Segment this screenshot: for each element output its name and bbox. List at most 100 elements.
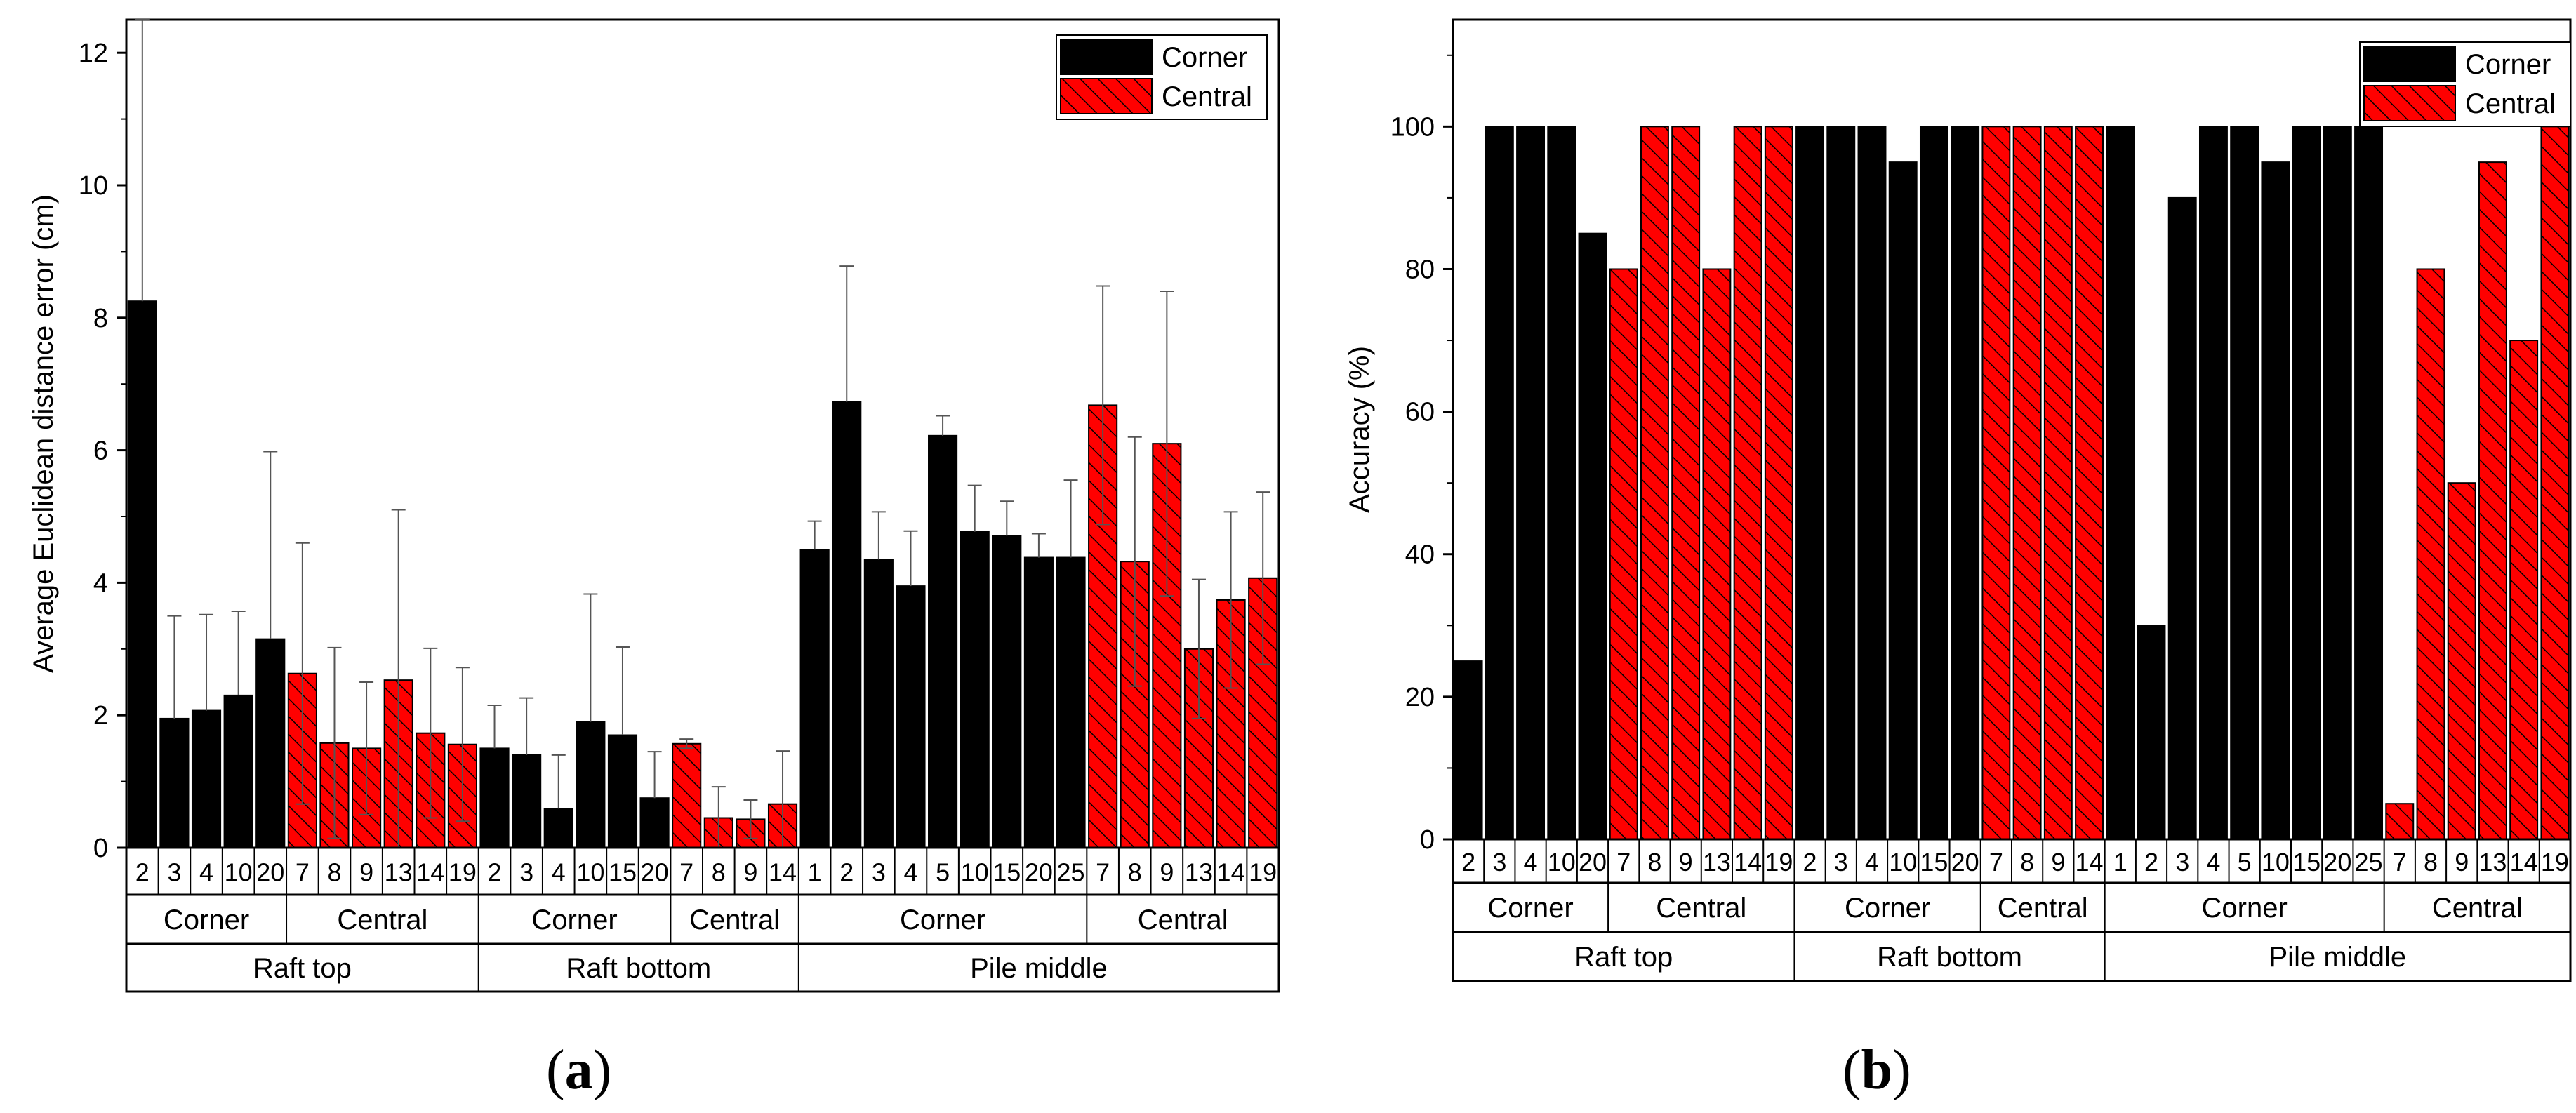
error-bar-a-central-7: [295, 542, 310, 805]
bar-b-pile-middle-central-19: [2540, 126, 2570, 840]
bar-b-pile-middle-corner-10: [2261, 161, 2290, 840]
legend-a: Corner Central: [1056, 34, 1268, 120]
bar-b-raft-bottom-corner-20: [1951, 126, 1980, 840]
x-tick-label-b-2: 2: [1803, 848, 1817, 877]
x-tick-label-a-25: 25: [1057, 858, 1085, 887]
x-tick-label-b-7: 7: [1616, 848, 1631, 877]
x-tick-label-b-13: 13: [1703, 848, 1731, 877]
bar-a-pile-middle-corner-1: [799, 549, 830, 848]
error-bar-a-corner-3: [519, 697, 534, 755]
bar-a-raft-top-corner-10: [223, 694, 253, 848]
panel-label-b-letter: b: [1861, 1039, 1893, 1101]
bar-a-raft-bottom-corner-10: [576, 721, 606, 849]
y-tick-label-a: 8: [93, 304, 108, 333]
y-tick-label-b: 20: [1405, 683, 1435, 712]
y-tick-label-b: 0: [1420, 825, 1435, 855]
group-label-a-corner: Corner: [900, 905, 985, 935]
x-tick-label-a-3: 3: [519, 858, 533, 887]
x-tick-label-a-3: 3: [872, 858, 886, 887]
error-bar-a-corner-20: [1031, 533, 1046, 558]
x-tick-label-a-14: 14: [1217, 858, 1245, 887]
x-tick-label-a-14: 14: [769, 858, 797, 887]
x-tick-label-b-20: 20: [1951, 848, 1979, 877]
error-bar-a-corner-25: [1063, 479, 1078, 558]
bar-a-raft-top-corner-2: [127, 300, 157, 848]
x-tick-label-b-8: 8: [1647, 848, 1661, 877]
error-bar-a-corner-20: [647, 751, 662, 799]
y-tick-label-b: 100: [1390, 112, 1435, 142]
bar-b-raft-bottom-central-8: [2012, 126, 2042, 840]
bar-b-raft-top-corner-2: [1454, 660, 1483, 841]
bar-a-pile-middle-corner-3: [863, 559, 894, 848]
error-bar-a-corner-10: [967, 484, 982, 532]
error-bar-a-corner-2: [135, 19, 150, 302]
x-tick-label-b-9: 9: [2455, 848, 2469, 877]
bar-a-raft-top-corner-3: [159, 717, 190, 848]
group-label-a-central: Central: [689, 905, 780, 935]
group-label-b-central: Central: [1656, 893, 1746, 924]
bar-b-raft-top-central-7: [1609, 268, 1638, 840]
bar-a-raft-bottom-corner-20: [639, 797, 670, 848]
bar-b-raft-top-central-14: [1733, 126, 1762, 840]
error-bar-a-corner-4: [903, 530, 918, 587]
x-tick-label-b-15: 15: [1920, 848, 1948, 877]
x-tick-label-a-19: 19: [449, 858, 477, 887]
location-label-a-raft-top: Raft top: [253, 953, 352, 984]
x-tick-label-a-10: 10: [961, 858, 989, 887]
x-tick-label-a-4: 4: [552, 858, 566, 887]
bar-b-pile-middle-corner-3: [2167, 196, 2197, 841]
bar-a-raft-bottom-corner-3: [512, 754, 542, 848]
x-tick-label-b-2: 2: [1461, 848, 1475, 877]
error-bar-a-central-14: [423, 647, 438, 819]
x-tick-label-b-3: 3: [1834, 848, 1848, 877]
bar-b-pile-middle-corner-4: [2198, 126, 2228, 840]
panel-label-b: (b): [1843, 1039, 1911, 1101]
bar-b-raft-top-corner-4: [1516, 126, 1546, 840]
x-tick-label-b-20: 20: [2323, 848, 2351, 877]
x-tick-label-b-4: 4: [1865, 848, 1879, 877]
x-tick-label-a-2: 2: [135, 858, 150, 887]
x-tick-label-a-9: 9: [743, 858, 757, 887]
location-label-a-raft-bottom: Raft bottom: [566, 953, 711, 984]
legend-swatch-central: [2363, 85, 2456, 121]
bar-b-pile-middle-central-14: [2509, 340, 2539, 841]
legend-swatch-central: [1060, 78, 1153, 114]
bar-b-pile-middle-central-8: [2416, 268, 2445, 840]
bar-b-pile-middle-corner-20: [2323, 126, 2352, 840]
legend-swatch-corner: [1060, 39, 1153, 75]
bar-b-pile-middle-corner-25: [2354, 126, 2384, 840]
error-bar-a-corner-20: [263, 451, 278, 639]
legend-label-central: Central: [2465, 88, 2556, 119]
x-tick-label-a-10: 10: [225, 858, 253, 887]
bar-b-raft-bottom-central-14: [2075, 126, 2104, 840]
panel-label-a-letter: a: [564, 1039, 593, 1101]
bar-b-pile-middle-corner-2: [2137, 625, 2166, 840]
x-tick-label-a-10: 10: [576, 858, 604, 887]
error-bar-a-central-9: [1160, 291, 1174, 597]
plot-frame-a: [125, 18, 1280, 993]
error-bar-a-corner-15: [615, 646, 630, 735]
x-tick-label-a-2: 2: [839, 858, 854, 887]
x-tick-label-a-13: 13: [1185, 858, 1213, 887]
x-tick-label-a-1: 1: [808, 858, 822, 887]
x-tick-label-b-9: 9: [2051, 848, 2065, 877]
x-tick-label-b-7: 7: [2393, 848, 2407, 877]
bar-a-pile-middle-corner-5: [928, 434, 958, 848]
bar-a-pile-middle-corner-25: [1056, 556, 1086, 848]
y-tick-label-a: 10: [79, 171, 108, 201]
x-tick-label-b-2: 2: [2144, 848, 2158, 877]
bar-b-raft-bottom-corner-3: [1826, 126, 1856, 840]
bar-b-pile-middle-central-9: [2447, 482, 2476, 840]
y-tick-label-a: 4: [93, 568, 108, 598]
y-tick-label-a: 0: [93, 834, 108, 863]
bar-b-pile-middle-corner-1: [2106, 126, 2135, 840]
x-tick-label-a-8: 8: [1128, 858, 1142, 887]
x-tick-label-b-13: 13: [2478, 848, 2507, 877]
x-tick-label-b-4: 4: [1524, 848, 1538, 877]
bar-a-pile-middle-corner-20: [1023, 556, 1054, 848]
plot-frame-b: [1452, 18, 2572, 982]
x-tick-label-b-8: 8: [2424, 848, 2438, 877]
error-bar-a-corner-1: [807, 520, 822, 550]
